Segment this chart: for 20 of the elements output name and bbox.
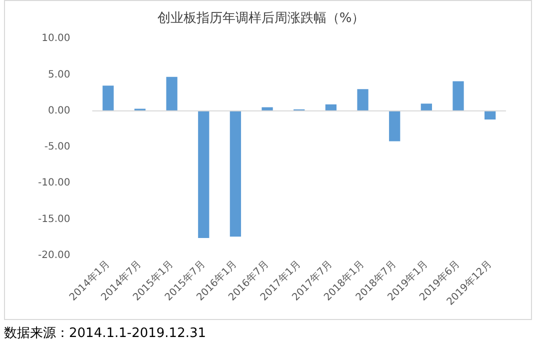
- bar: [357, 89, 368, 111]
- bar: [262, 107, 273, 111]
- bar: [389, 110, 400, 142]
- bar: [230, 110, 242, 237]
- y-tick-label: 5.00: [48, 69, 70, 80]
- y-tick-label: -10.00: [38, 178, 70, 189]
- y-tick-label: -5.00: [44, 142, 70, 153]
- bar: [484, 110, 496, 120]
- bar: [166, 76, 178, 111]
- y-tick-label: 10.00: [42, 33, 70, 44]
- y-tick-label: 0.00: [48, 105, 70, 116]
- bar: [102, 86, 114, 111]
- bar: [198, 110, 210, 238]
- chart-title: 创业板指历年调样后周涨跌幅（%）: [157, 11, 365, 26]
- bar: [325, 104, 337, 111]
- y-tick-label: -15.00: [38, 214, 70, 225]
- source-note: 数据来源：2014.1.1-2019.12.31: [4, 325, 206, 342]
- bar: [420, 104, 432, 111]
- bar: [452, 81, 464, 111]
- y-tick-label: -20.00: [38, 250, 70, 261]
